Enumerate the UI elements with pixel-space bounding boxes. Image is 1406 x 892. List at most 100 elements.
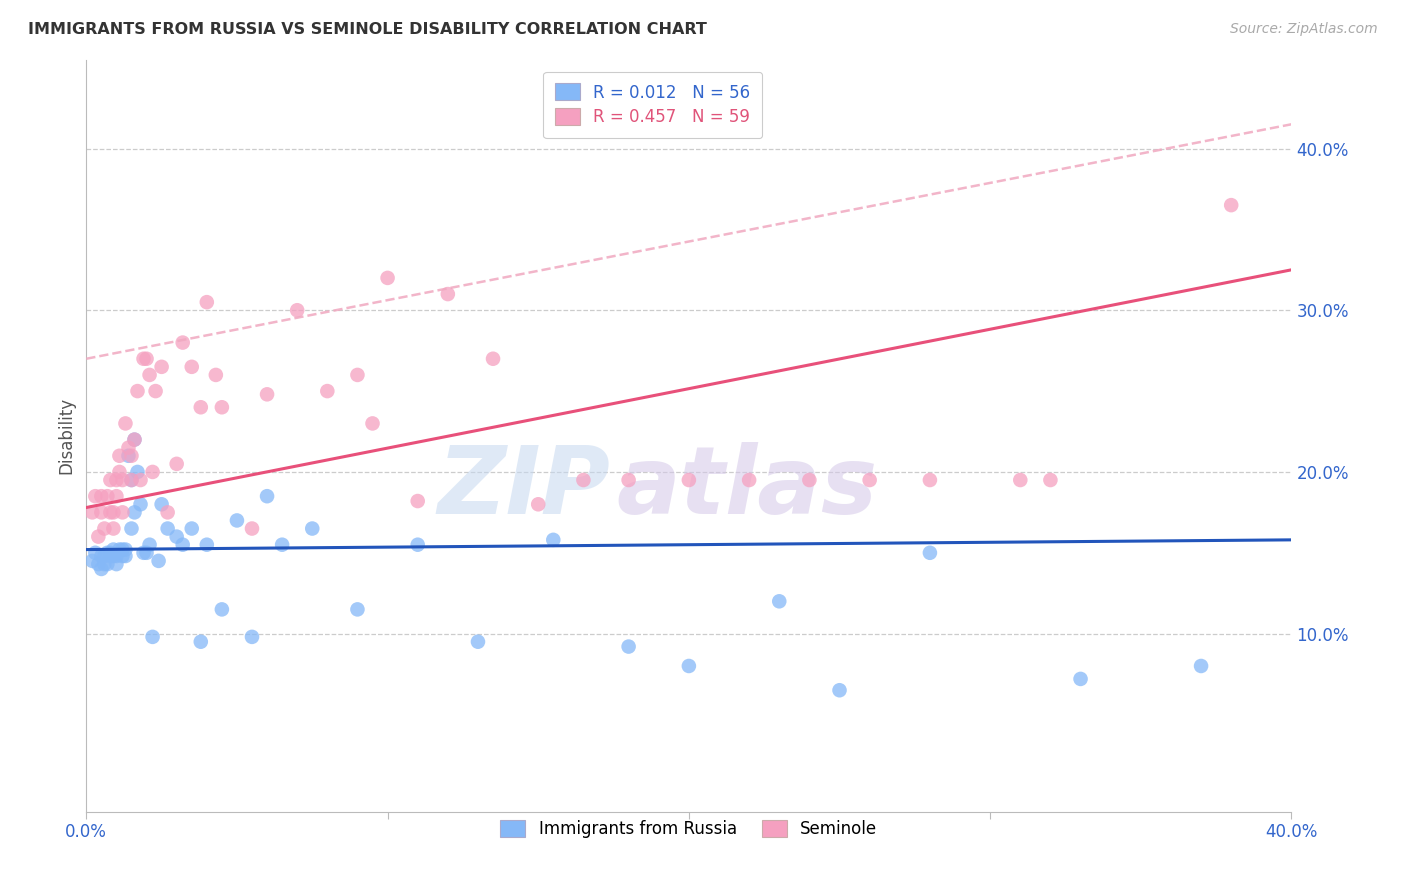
Point [108,542,131,557]
Point [93,557,115,571]
Point [82,554,104,568]
Point [482,351,505,366]
Point [150,359,173,374]
Point [124,433,146,447]
Point [121,473,143,487]
Point [96,546,118,560]
Point [114,549,136,563]
Point [799,473,821,487]
Point [156,522,179,536]
Point [111,542,134,557]
Point [1070,672,1092,686]
Point [361,417,384,431]
Point [84,546,107,560]
Point [117,449,139,463]
Point [96,489,118,503]
Point [166,457,188,471]
Point [527,497,550,511]
Point [240,522,263,536]
Point [768,594,790,608]
Point [138,538,160,552]
Point [105,549,128,563]
Point [678,659,700,673]
Point [285,303,308,318]
Point [256,387,278,401]
Point [90,505,112,519]
Point [190,634,212,648]
Text: ZIP: ZIP [437,442,610,534]
Point [211,401,233,415]
Point [93,549,115,563]
Point [1220,198,1243,212]
Point [1189,659,1212,673]
Point [105,473,128,487]
Point [859,473,882,487]
Point [90,549,112,563]
Point [346,368,368,382]
Point [124,505,146,519]
Legend: Immigrants from Russia, Seminole: Immigrants from Russia, Seminole [494,813,884,845]
Point [103,542,125,557]
Point [918,546,941,560]
Point [543,533,565,547]
Point [132,546,155,560]
Point [132,351,155,366]
Point [156,505,179,519]
Point [135,546,157,560]
Text: Source: ZipAtlas.com: Source: ZipAtlas.com [1230,22,1378,37]
Point [82,505,104,519]
Point [271,538,294,552]
Text: atlas: atlas [617,442,877,534]
Point [96,557,118,571]
Point [240,630,263,644]
Point [111,473,134,487]
Point [467,634,489,648]
Point [103,522,125,536]
Point [100,505,122,519]
Point [121,449,143,463]
Point [127,465,149,479]
Text: IMMIGRANTS FROM RUSSIA VS SEMINOLE DISABILITY CORRELATION CHART: IMMIGRANTS FROM RUSSIA VS SEMINOLE DISAB… [28,22,707,37]
Point [617,473,640,487]
Point [114,417,136,431]
Point [316,384,339,398]
Point [406,494,429,508]
Point [114,542,136,557]
Point [87,557,110,571]
Point [150,497,173,511]
Point [100,549,122,563]
Point [205,368,228,382]
Point [190,401,212,415]
Y-axis label: Disability: Disability [58,397,75,475]
Point [172,538,194,552]
Point [437,287,460,301]
Point [226,513,249,527]
Point [172,335,194,350]
Point [93,522,115,536]
Point [180,522,202,536]
Point [142,630,165,644]
Point [135,351,157,366]
Point [105,557,128,571]
Point [148,554,170,568]
Point [121,522,143,536]
Point [142,465,165,479]
Point [346,602,368,616]
Point [572,473,595,487]
Point [406,538,429,552]
Point [145,384,167,398]
Point [828,683,851,698]
Point [195,538,218,552]
Point [100,473,122,487]
Point [103,549,125,563]
Point [105,489,128,503]
Point [100,546,122,560]
Point [617,640,640,654]
Point [195,295,218,310]
Point [108,465,131,479]
Point [678,473,700,487]
Point [117,441,139,455]
Point [111,505,134,519]
Point [90,562,112,576]
Point [90,489,112,503]
